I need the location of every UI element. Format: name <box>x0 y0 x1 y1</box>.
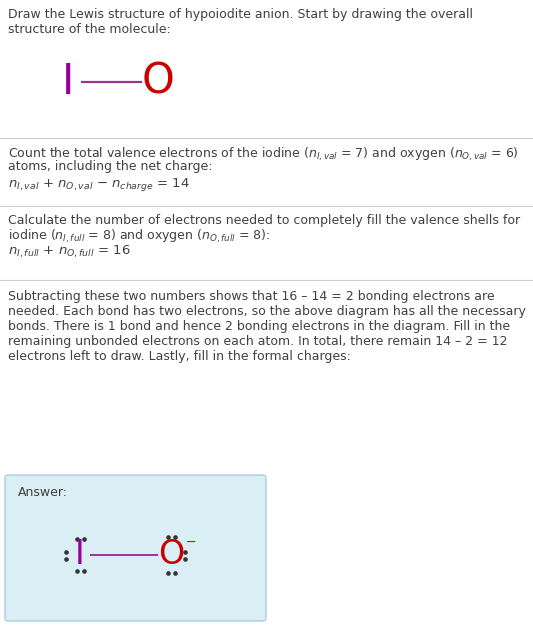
Text: atoms, including the net charge:: atoms, including the net charge: <box>8 160 213 173</box>
Text: Answer:: Answer: <box>18 486 68 499</box>
Text: $n_{I,full}$ + $n_{O,full}$ = 16: $n_{I,full}$ + $n_{O,full}$ = 16 <box>8 244 131 261</box>
Text: Calculate the number of electrons needed to completely fill the valence shells f: Calculate the number of electrons needed… <box>8 214 520 227</box>
Text: I: I <box>62 61 74 103</box>
Text: iodine ($n_{I,full}$ = 8) and oxygen ($n_{O,full}$ = 8):: iodine ($n_{I,full}$ = 8) and oxygen ($n… <box>8 228 271 245</box>
Text: O: O <box>158 538 184 571</box>
Text: I: I <box>75 538 85 571</box>
Text: O: O <box>142 61 174 103</box>
Text: −: − <box>186 536 197 548</box>
FancyBboxPatch shape <box>5 475 266 621</box>
Text: $n_{I,val}$ + $n_{O,val}$ − $n_{charge}$ = 14: $n_{I,val}$ + $n_{O,val}$ − $n_{charge}$… <box>8 176 190 193</box>
Text: Count the total valence electrons of the iodine ($n_{I,val}$ = 7) and oxygen ($n: Count the total valence electrons of the… <box>8 146 519 163</box>
Text: Draw the Lewis structure of hypoiodite anion. Start by drawing the overall
struc: Draw the Lewis structure of hypoiodite a… <box>8 8 473 36</box>
Text: Subtracting these two numbers shows that 16 – 14 = 2 bonding electrons are
neede: Subtracting these two numbers shows that… <box>8 290 526 363</box>
